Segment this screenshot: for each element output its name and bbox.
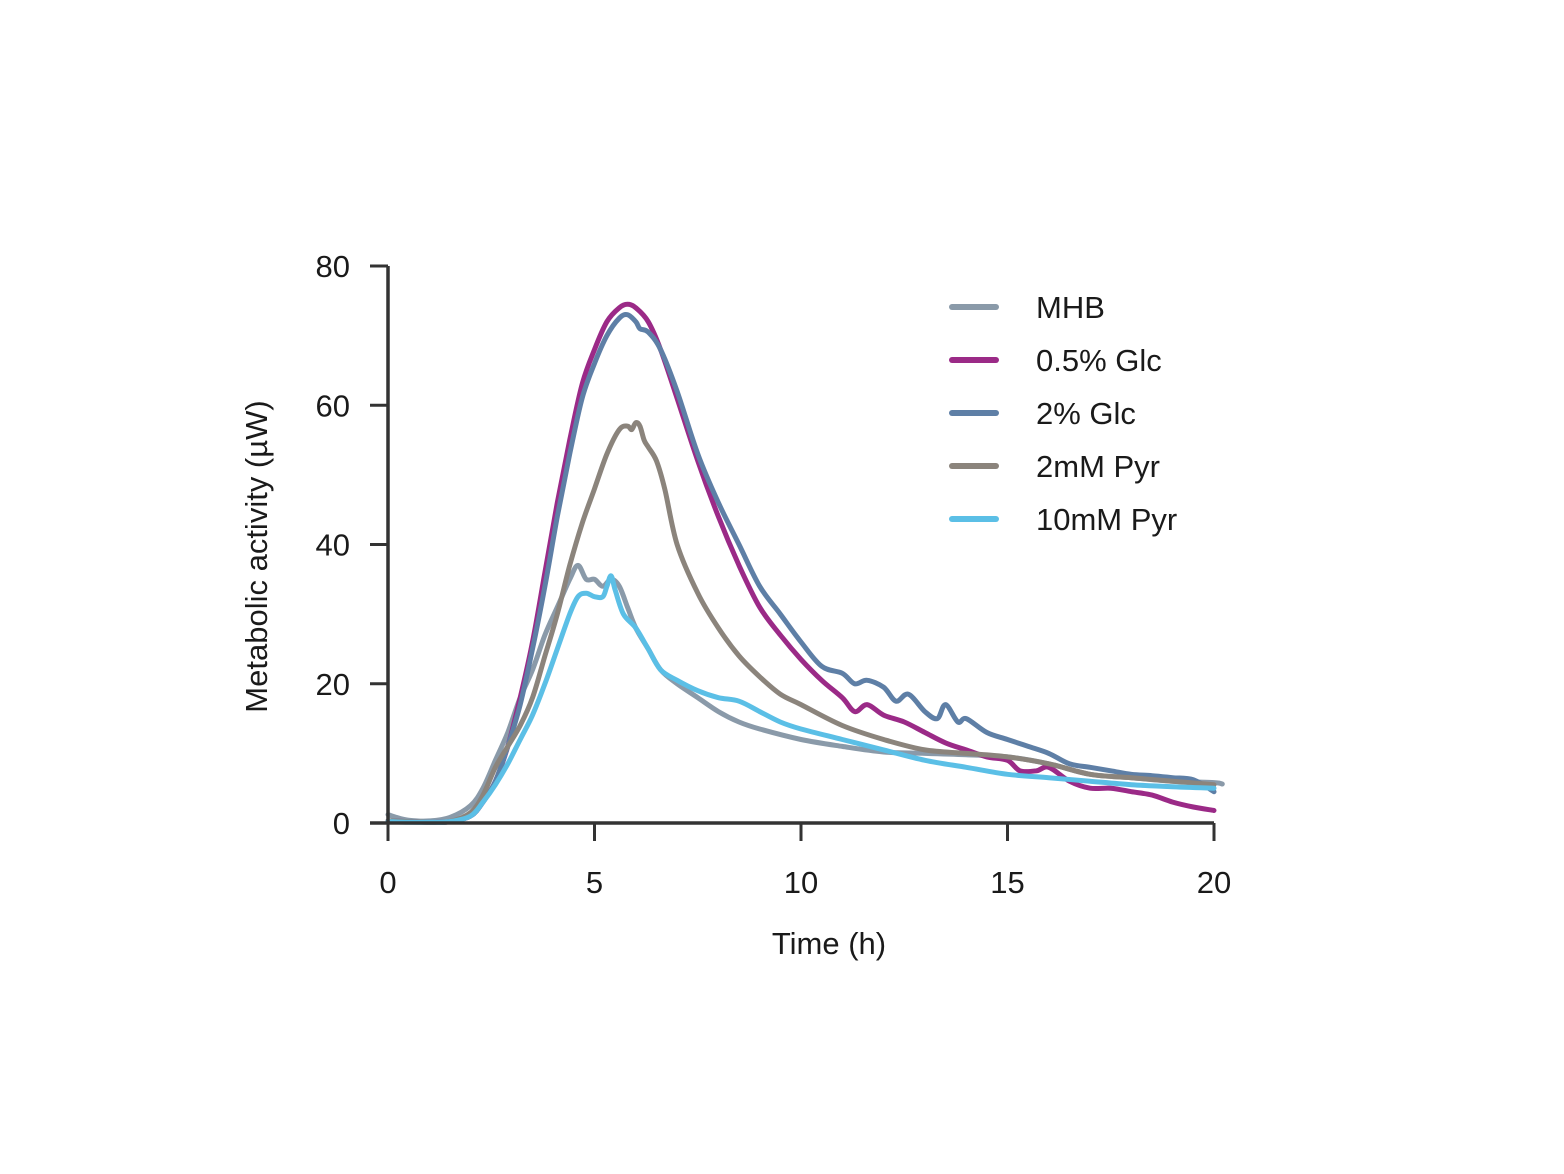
series-line-0-5-glc	[385, 301, 1217, 825]
y-tick-label: 20	[316, 667, 350, 702]
series-line-2mm-pyr	[385, 420, 1217, 826]
legend-label-2-glc: 2% Glc	[1036, 396, 1136, 431]
legend-label-2mm-pyr: 2mM Pyr	[1036, 449, 1160, 484]
x-tick-label: 5	[586, 865, 603, 900]
x-tick-label: 10	[784, 865, 818, 900]
legend-label-mhb: MHB	[1036, 290, 1105, 325]
series-line-2-glc	[385, 312, 1217, 825]
y-tick-label: 60	[316, 388, 350, 423]
series-layer	[385, 301, 1225, 826]
legend-label-10mm-pyr: 10mM Pyr	[1036, 502, 1177, 537]
ticks-layer: 0 20 40 60 80 0 5 10 15 20	[316, 249, 1232, 900]
y-tick-label: 0	[333, 806, 350, 841]
series-line-10mm-pyr	[385, 573, 1217, 825]
y-axis-title: Metabolic activity (µW)	[239, 400, 274, 712]
x-axis-title: Time (h)	[772, 926, 886, 961]
x-tick-label: 15	[990, 865, 1024, 900]
x-tick-label: 20	[1197, 865, 1231, 900]
y-tick-label: 40	[316, 528, 350, 563]
x-tick-label: 0	[379, 865, 396, 900]
legend: MHB 0.5% Glc 2% Glc 2mM Pyr 10mM Pyr	[949, 290, 1177, 537]
legend-label-0-5-glc: 0.5% Glc	[1036, 343, 1162, 378]
y-tick-label: 80	[316, 249, 350, 284]
